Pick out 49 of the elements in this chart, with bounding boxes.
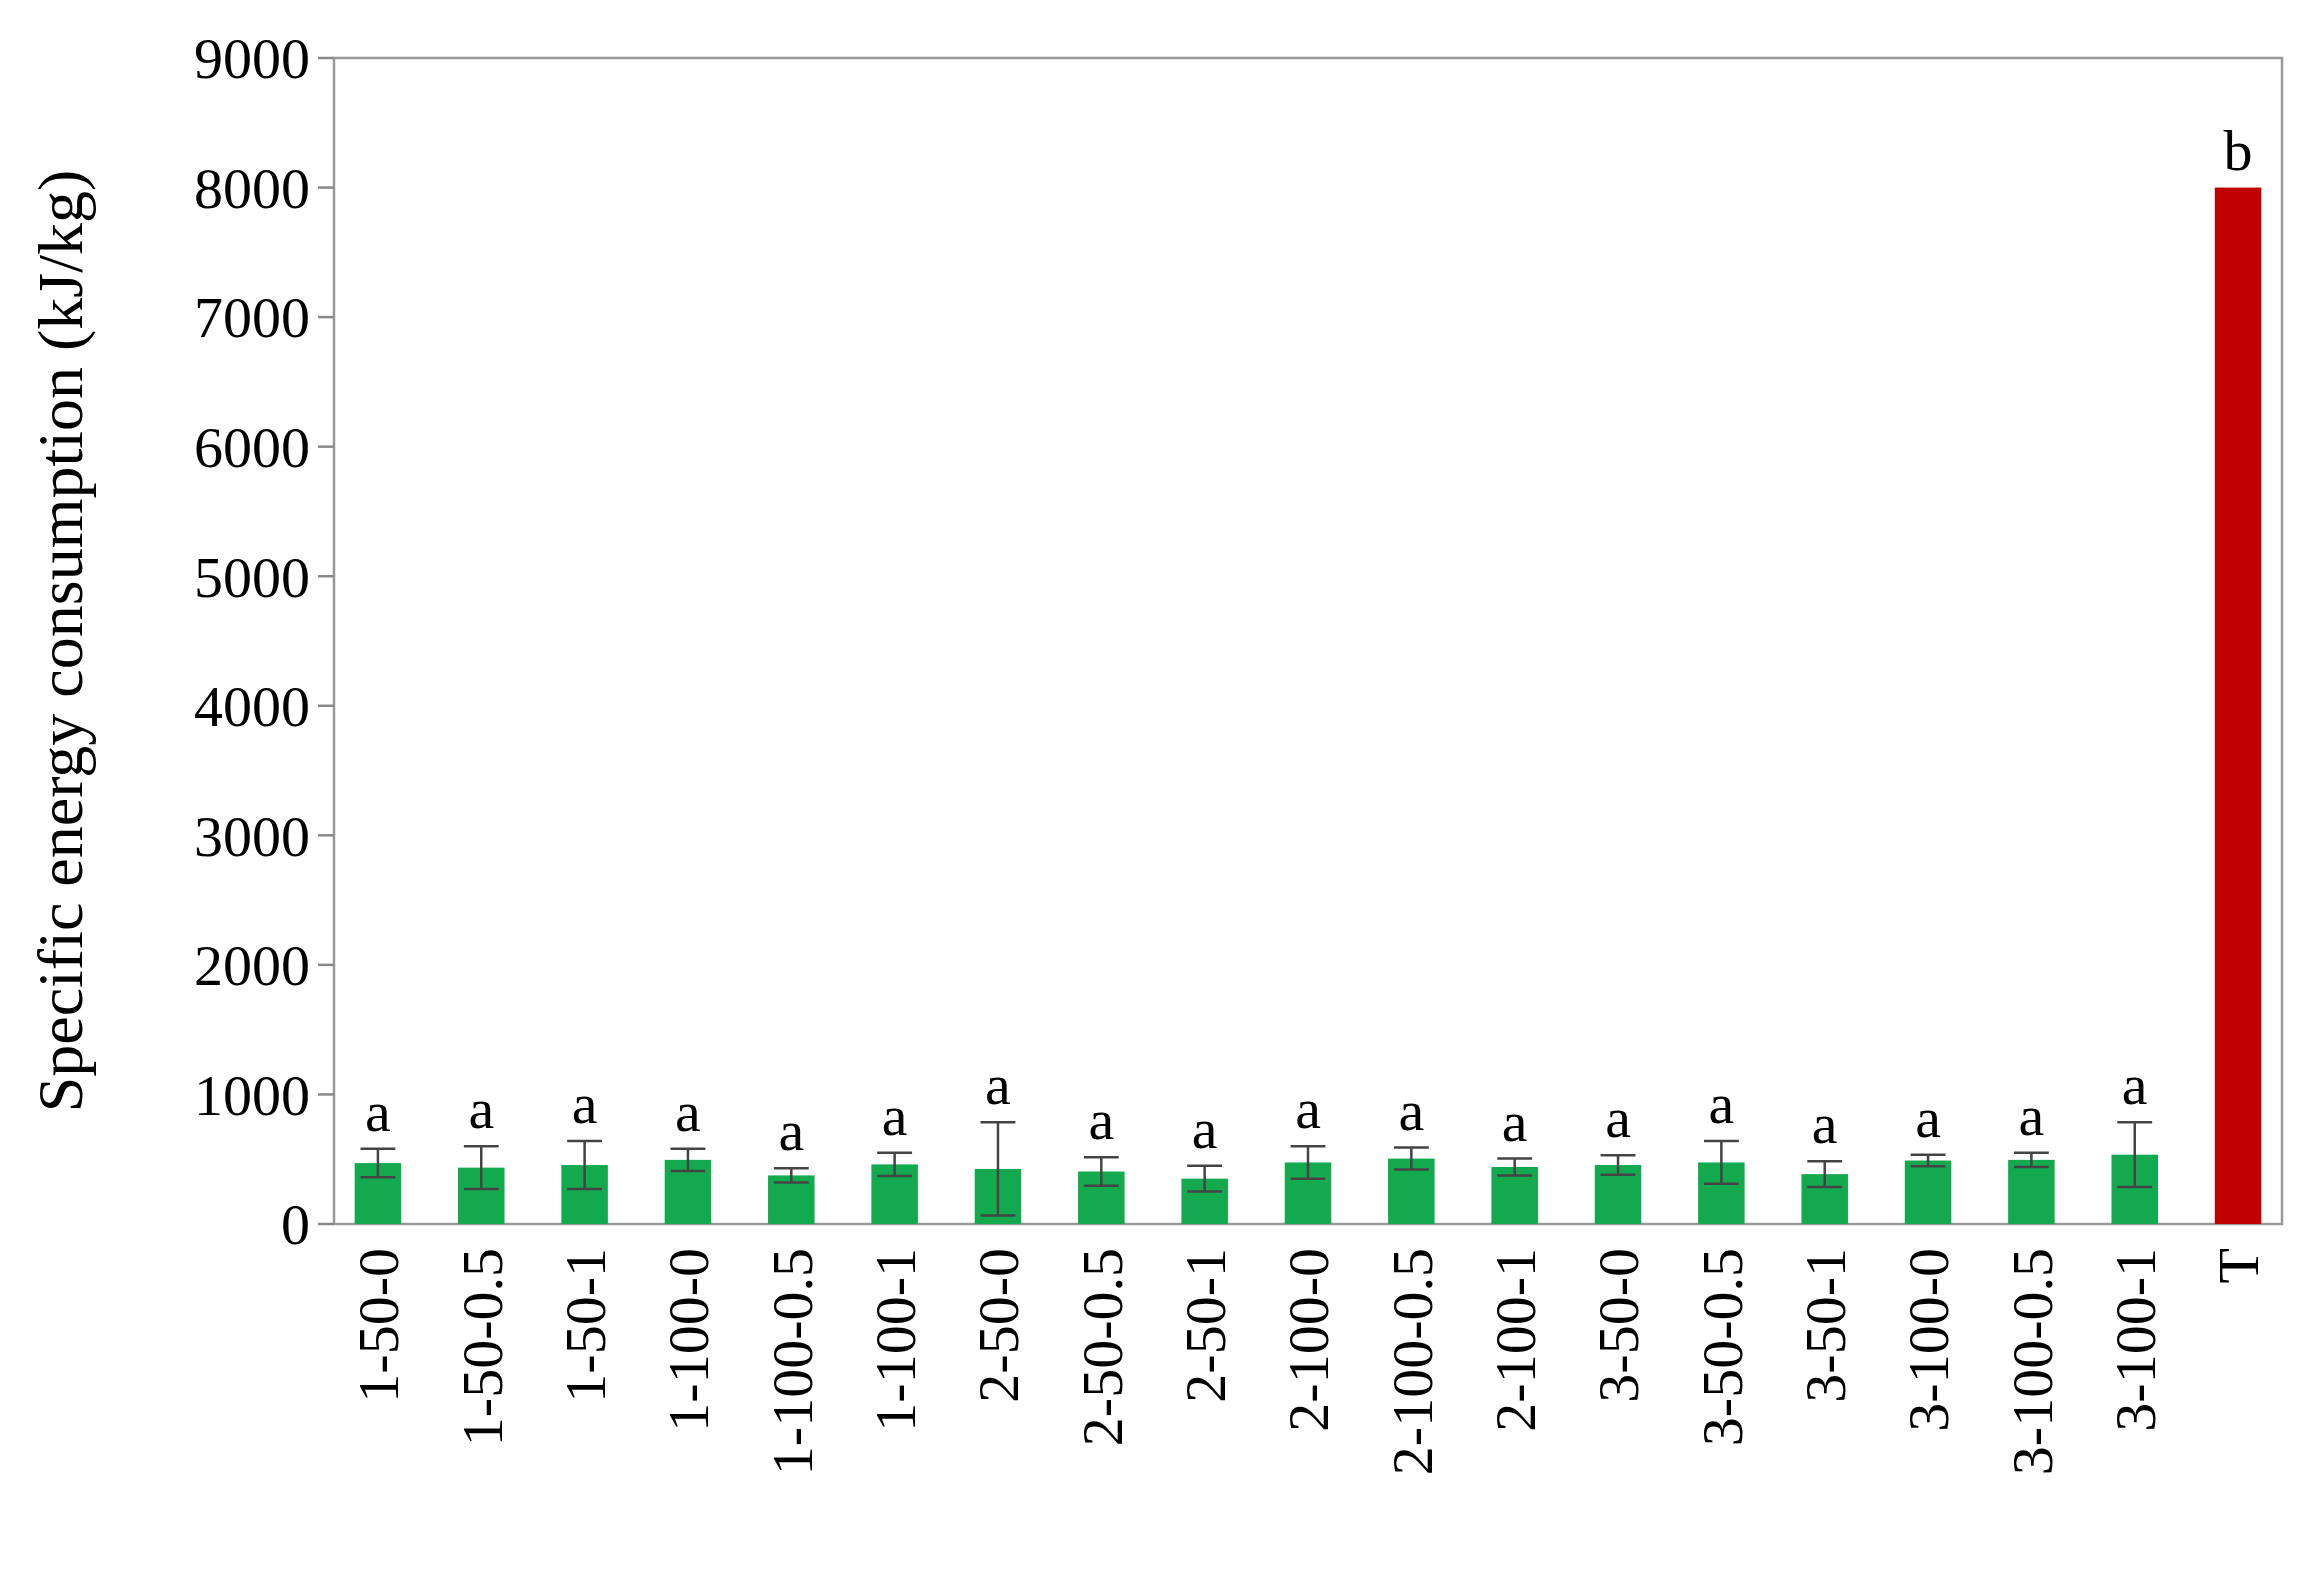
y-tick-label: 1000 [194, 1062, 310, 1128]
annotation: a [1088, 1087, 1115, 1153]
y-tick-label: 6000 [194, 414, 310, 480]
annotation: a [1295, 1076, 1321, 1142]
x-tick-label: 2-100-1 [1482, 1248, 1548, 1432]
annotation: a [1398, 1077, 1425, 1143]
annotation: a [1915, 1084, 1941, 1150]
annotation: a [1811, 1091, 1838, 1157]
x-tick-label: 1-100-1 [862, 1248, 928, 1432]
y-tick-label: 3000 [194, 803, 310, 869]
x-tick-label: 2-100-0.5 [1379, 1248, 1445, 1476]
x-tick-label: 1-100-0 [656, 1248, 722, 1432]
annotation: a [985, 1052, 1011, 1118]
annotation: a [2121, 1052, 2148, 1118]
annotation: a [675, 1078, 701, 1144]
x-tick-label: T [2206, 1248, 2272, 1284]
x-tick-label: 1-50-1 [552, 1248, 618, 1403]
y-tick-label: 9000 [194, 26, 310, 92]
x-tick-label: 1-100-0.5 [759, 1248, 825, 1476]
x-tick-label: 3-100-0.5 [1999, 1248, 2065, 1476]
x-tick-label: 2-50-0 [966, 1248, 1032, 1403]
annotation: a [2018, 1082, 2045, 1148]
annotation: a [778, 1098, 805, 1164]
y-tick-label: 7000 [194, 285, 310, 351]
x-tick-label: 2-50-0.5 [1069, 1248, 1135, 1447]
annotation: a [468, 1076, 495, 1142]
annotation: a [1191, 1095, 1218, 1161]
x-tick-label: 1-50-0.5 [449, 1248, 515, 1447]
x-tick-label: 2-100-0 [1276, 1248, 1342, 1432]
y-tick-label: 8000 [194, 155, 310, 221]
annotation: a [1708, 1071, 1735, 1137]
x-tick-label: 3-50-0 [1586, 1248, 1652, 1403]
y-axis-title: Specific energy consumption (kJ/kg) [25, 169, 97, 1113]
annotation: a [571, 1071, 598, 1137]
annotation: a [365, 1078, 391, 1144]
annotation: a [1605, 1085, 1631, 1151]
y-tick-label: 5000 [194, 544, 310, 610]
x-tick-label: 3-100-1 [2103, 1248, 2169, 1432]
x-tick-label: 3-50-0.5 [1689, 1248, 1755, 1447]
y-tick-label: 2000 [194, 933, 310, 999]
y-tick-label: 4000 [194, 674, 310, 740]
annotation: b [2223, 117, 2253, 183]
annotation: a [881, 1082, 908, 1148]
y-tick-label: 0 [281, 1192, 310, 1258]
x-tick-label: 3-100-0 [1896, 1248, 1962, 1432]
annotation: a [1501, 1088, 1528, 1154]
x-tick-label: 2-50-1 [1172, 1248, 1238, 1403]
x-tick-label: 3-50-1 [1793, 1248, 1859, 1403]
x-tick-label: 1-50-0 [346, 1248, 412, 1403]
